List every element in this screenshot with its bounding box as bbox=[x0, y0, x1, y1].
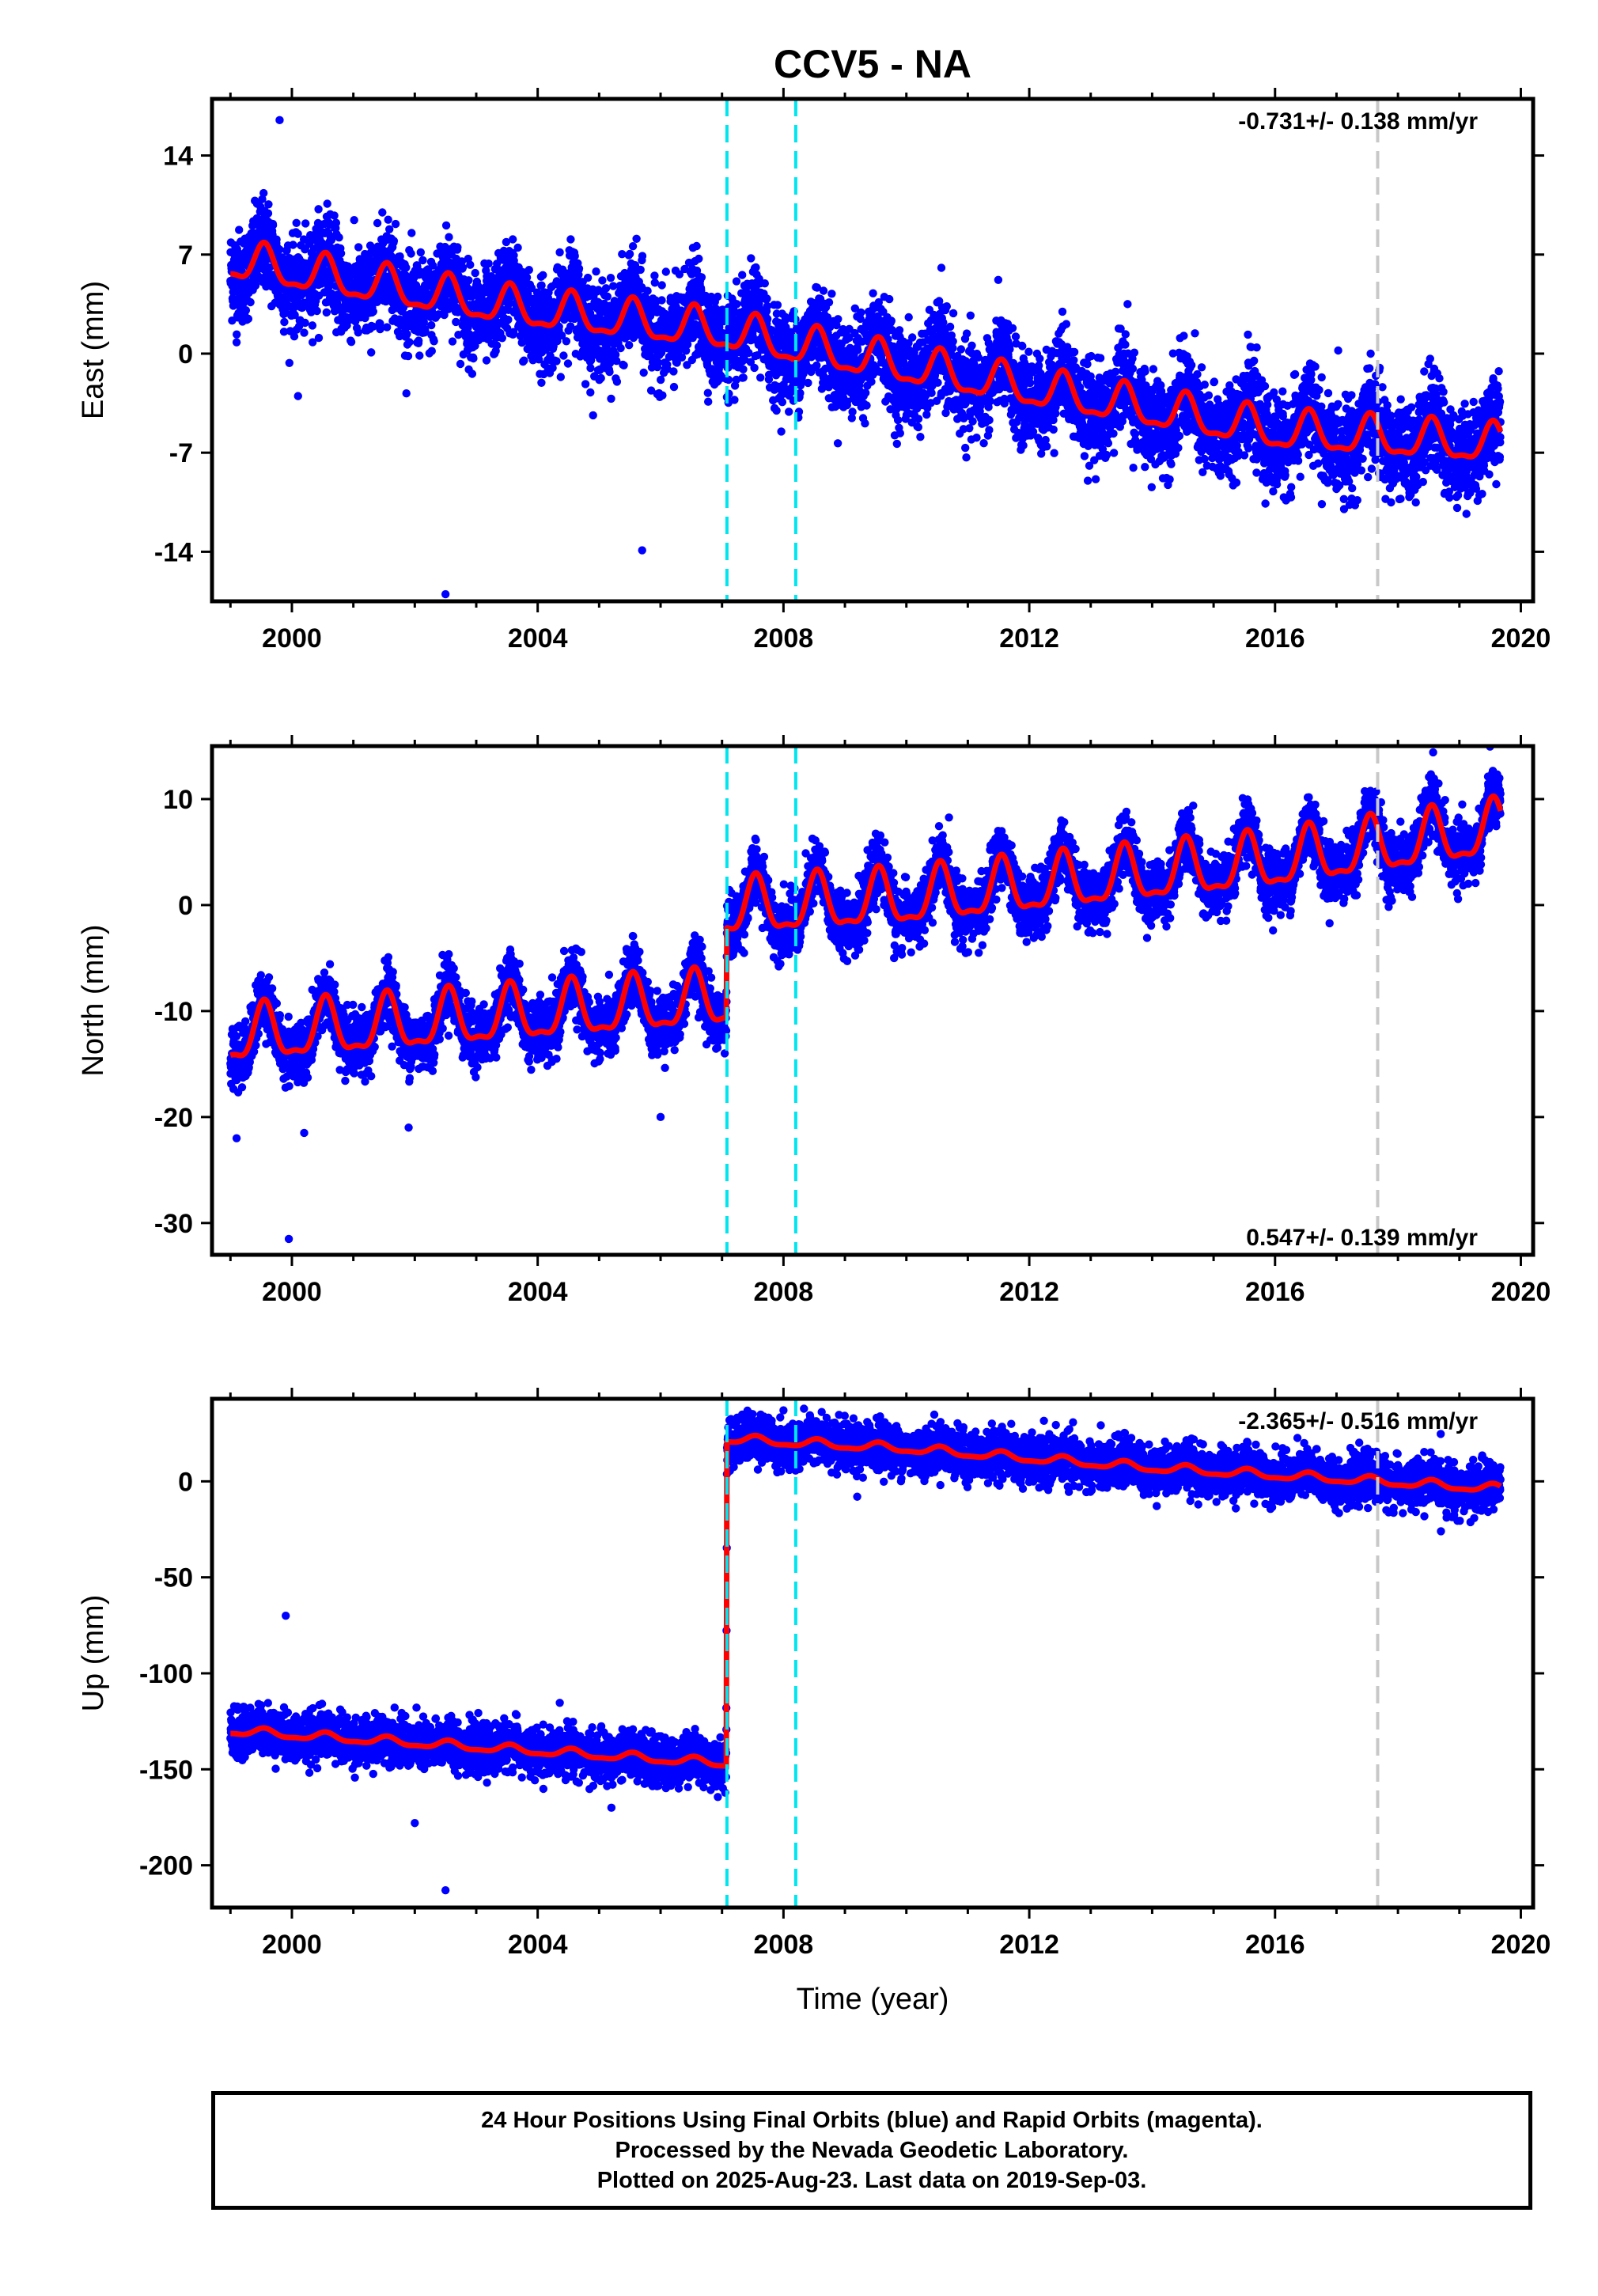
up-xtick-label: 2012 bbox=[999, 1930, 1059, 1960]
north-ytick-label: -10 bbox=[154, 997, 193, 1027]
east-ylabel: East (mm) bbox=[77, 281, 110, 419]
east-model-line bbox=[228, 239, 1504, 460]
up-outlier-point bbox=[779, 1406, 788, 1415]
north-rate-label: 0.547+/- 0.139 mm/yr bbox=[1246, 1225, 1478, 1251]
chart-title: CCV5 - NA bbox=[774, 42, 971, 86]
up-outlier-point bbox=[853, 1492, 861, 1501]
east-plot-frame bbox=[210, 97, 1536, 604]
up-xtick-label: 2004 bbox=[508, 1930, 568, 1960]
north-xtick-label: 2004 bbox=[508, 1277, 568, 1307]
up-outlier-point bbox=[607, 1803, 616, 1813]
east-xtick-label: 2016 bbox=[1245, 623, 1305, 654]
east-xtick-label: 2004 bbox=[508, 623, 568, 654]
up-outlier-point bbox=[441, 1885, 450, 1895]
footer-line-1: 24 Hour Positions Using Final Orbits (bl… bbox=[481, 2108, 1263, 2133]
north-xtick-label: 2012 bbox=[999, 1277, 1059, 1307]
up-xtick-label: 2000 bbox=[262, 1930, 322, 1960]
north-xtick-label: 2000 bbox=[262, 1277, 322, 1307]
up-ytick-label: -150 bbox=[139, 1755, 193, 1785]
east-ytick-label: 7 bbox=[178, 241, 193, 271]
up-plot-frame bbox=[210, 1396, 1536, 1910]
north-ytick-label: -20 bbox=[154, 1103, 193, 1133]
east-ytick-label: -7 bbox=[169, 438, 193, 468]
up-xtick-label: 2020 bbox=[1491, 1930, 1551, 1960]
north-ylabel: North (mm) bbox=[77, 924, 110, 1076]
up-panel: 0 -50 -100 -150 -200 2000 2004 2008 2012 2016 2020… bbox=[77, 1388, 1551, 1960]
north-xtick-label: 2008 bbox=[754, 1277, 814, 1307]
north-outlier-point bbox=[284, 1234, 293, 1244]
up-ytick-label: 0 bbox=[178, 1467, 193, 1497]
up-ytick-label: -50 bbox=[154, 1563, 193, 1593]
north-ytick-label: 0 bbox=[178, 891, 193, 921]
east-xtick-label: 2000 bbox=[262, 623, 322, 654]
east-outlier-point bbox=[1123, 300, 1132, 309]
footer-caption: 24 Hour Positions Using Final Orbits (bl… bbox=[211, 2091, 1532, 2210]
up-point-cloud bbox=[226, 1404, 1505, 1802]
east-ytick-label: 14 bbox=[163, 142, 193, 172]
north-panel: 10 0 -10 -20 -30 2000 2004 2008 2012 2016 2020 Nort… bbox=[77, 735, 1551, 1307]
up-outlier-point bbox=[411, 1819, 419, 1828]
east-outlier-point bbox=[638, 546, 646, 555]
east-rate-label: -0.731+/- 0.138 mm/yr bbox=[1238, 108, 1478, 135]
east-xtick-label: 2012 bbox=[999, 623, 1059, 654]
east-outlier-point bbox=[232, 338, 241, 347]
up-model-line bbox=[228, 1432, 1503, 1769]
north-outlier-point bbox=[656, 1112, 665, 1122]
east-panel: 14 7 0 -7 -14 2000 2004 2008 2012 2016 2020 East (m… bbox=[77, 88, 1551, 654]
east-xtick-label: 2020 bbox=[1491, 623, 1551, 654]
up-xtick-label: 2008 bbox=[754, 1930, 814, 1960]
north-plot-frame bbox=[210, 744, 1536, 1257]
up-xtick-label: 2016 bbox=[1245, 1930, 1305, 1960]
up-ylabel: Up (mm) bbox=[77, 1595, 110, 1712]
east-ytick-label: 0 bbox=[178, 339, 193, 369]
footer-line-3: Plotted on 2025-Aug-23. Last data on 201… bbox=[596, 2168, 1147, 2193]
east-xtick-label: 2008 bbox=[754, 623, 814, 654]
east-outlier-point bbox=[293, 392, 302, 400]
north-xtick-label: 2020 bbox=[1491, 1277, 1551, 1307]
north-outlier-point bbox=[404, 1123, 413, 1132]
up-outlier-point bbox=[282, 1611, 290, 1620]
east-point-cloud bbox=[226, 188, 1505, 518]
east-data-points bbox=[226, 116, 1505, 599]
north-outlier-point bbox=[232, 1134, 241, 1142]
east-outlier-point bbox=[441, 589, 450, 599]
footer-line-2: Processed by the Nevada Geodetic Laborat… bbox=[615, 2138, 1129, 2163]
north-outlier-point bbox=[300, 1128, 309, 1138]
up-outlier-point bbox=[1437, 1527, 1445, 1536]
north-model-line bbox=[228, 793, 1504, 1059]
north-ytick-label: -30 bbox=[154, 1209, 193, 1239]
north-xtick-label: 2016 bbox=[1245, 1277, 1305, 1307]
up-data-points bbox=[226, 1404, 1505, 1895]
east-ytick-label: -14 bbox=[154, 537, 193, 567]
east-outlier-point bbox=[275, 116, 284, 125]
up-rate-label: -2.365+/- 0.516 mm/yr bbox=[1238, 1408, 1478, 1434]
up-ytick-label: -100 bbox=[139, 1659, 193, 1689]
north-outlier-point bbox=[889, 953, 899, 963]
north-ytick-label: 10 bbox=[163, 785, 193, 815]
north-data-points bbox=[226, 746, 1505, 1244]
x-axis-title: Time (year) bbox=[797, 1983, 949, 2016]
up-ytick-label: -200 bbox=[139, 1851, 193, 1881]
